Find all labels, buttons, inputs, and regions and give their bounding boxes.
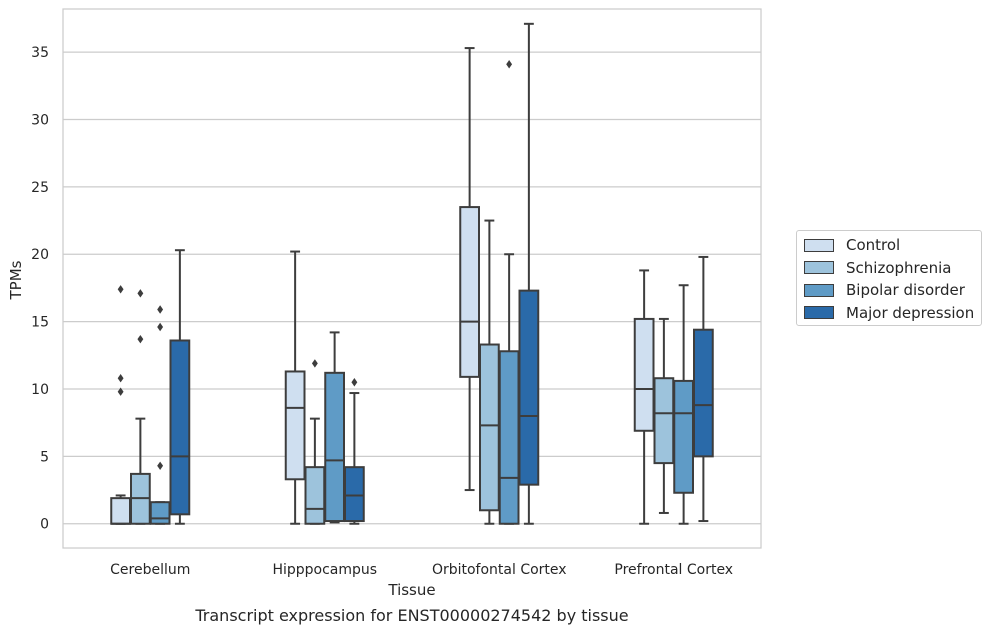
legend-label: Major depression xyxy=(846,303,975,322)
y-axis-label: TPMs xyxy=(7,260,25,300)
legend-item-bipolar-disorder: Bipolar disorder xyxy=(804,280,965,300)
legend-label: Control xyxy=(846,236,901,254)
legend-item-schizophrenia: Schizophrenia xyxy=(804,258,951,278)
outlier-point xyxy=(157,461,164,471)
outlier-point xyxy=(137,289,144,298)
y-tick-label: 15 xyxy=(31,315,49,331)
box-iqr xyxy=(169,339,191,516)
box-iqr xyxy=(518,289,540,486)
box-series-layer xyxy=(110,22,714,525)
box-schizophrenia-0 xyxy=(130,289,151,525)
y-tick-label: 5 xyxy=(40,449,49,465)
box-control-3 xyxy=(633,269,655,525)
x-tick-label: Hipppocampus xyxy=(272,562,377,578)
x-tick-labels: Cerebellum Hipppocampus Orbitofontal Corte… xyxy=(110,562,733,578)
box-iqr xyxy=(498,350,520,525)
box-iqr xyxy=(284,370,306,481)
box-major-depression-1 xyxy=(344,378,365,525)
outlier-point xyxy=(506,60,513,69)
outlier-point xyxy=(117,387,124,396)
x-tick-label: Prefrontal Cortex xyxy=(614,562,733,578)
legend-label: Bipolar disorder xyxy=(846,281,965,299)
box-iqr xyxy=(304,466,326,525)
x-tick-label: Cerebellum xyxy=(110,562,190,578)
box-iqr xyxy=(110,497,131,525)
box-iqr xyxy=(633,317,655,432)
plot-area-frame xyxy=(62,8,762,549)
box-schizophrenia-1 xyxy=(304,359,326,525)
legend-label: Schizophrenia xyxy=(846,258,952,277)
y-tick-labels: 0 5 10 15 20 25 30 35 xyxy=(31,45,49,533)
outlier-point xyxy=(311,359,318,368)
box-bipolar-disorder-1 xyxy=(324,331,345,524)
y-tick-label: 30 xyxy=(31,112,49,128)
outlier-point xyxy=(157,305,164,314)
y-tick-label: 25 xyxy=(31,180,49,196)
y-tick-label: 0 xyxy=(40,517,49,533)
y-tick-label: 35 xyxy=(31,45,49,61)
outlier-point xyxy=(137,334,144,344)
box-bipolar-disorder-2 xyxy=(498,60,520,525)
legend-item-major-depression: Major depression xyxy=(804,303,974,323)
outlier-point xyxy=(351,378,358,387)
box-iqr xyxy=(673,379,694,494)
y-tick-label: 20 xyxy=(31,247,49,263)
outlier-point xyxy=(117,285,124,294)
box-iqr xyxy=(479,343,500,512)
box-schizophrenia-2 xyxy=(479,219,500,525)
box-iqr xyxy=(344,466,365,523)
box-major-depression-2 xyxy=(518,22,540,525)
box-control-2 xyxy=(459,47,480,492)
legend-swatch xyxy=(804,261,834,274)
legend: Control Schizophrenia Bipolar disorder Majo… xyxy=(796,230,982,326)
y-tick-label: 10 xyxy=(31,382,49,398)
box-iqr xyxy=(693,328,714,458)
box-major-depression-3 xyxy=(693,255,714,523)
legend-swatch xyxy=(804,238,834,252)
box-iqr xyxy=(459,206,480,378)
outlier-point xyxy=(157,322,164,332)
box-major-depression-0 xyxy=(169,249,191,525)
x-tick-label: Orbitofontal Cortex xyxy=(432,562,567,578)
box-control-0 xyxy=(110,285,131,525)
box-iqr xyxy=(149,501,171,525)
legend-swatch xyxy=(804,306,834,319)
box-schizophrenia-3 xyxy=(653,317,675,514)
legend-swatch xyxy=(804,283,834,297)
box-iqr xyxy=(324,371,345,523)
box-iqr xyxy=(653,377,675,465)
chart-caption: Transcript expression for ENST0000027454… xyxy=(195,606,629,625)
legend-item-control: Control xyxy=(804,235,900,255)
outlier-point xyxy=(117,374,124,383)
box-control-1 xyxy=(284,250,306,525)
box-bipolar-disorder-0 xyxy=(149,305,171,525)
x-axis-label: Tissue xyxy=(387,581,435,599)
